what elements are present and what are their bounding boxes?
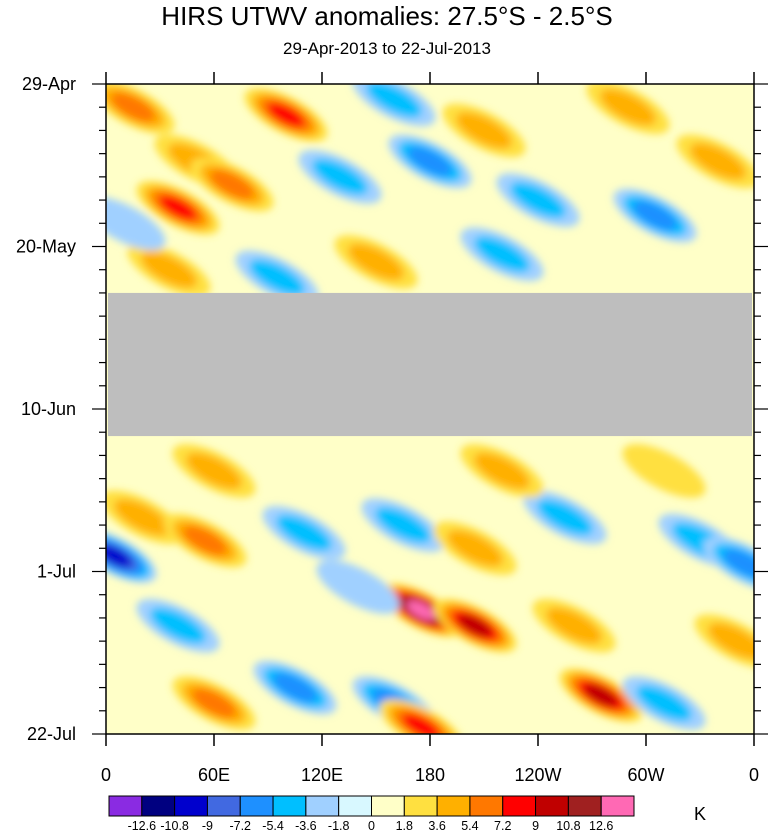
colorbar-label: -12.6 (128, 819, 157, 833)
colorbar-swatch (108, 795, 143, 817)
colorbar-swatch (371, 795, 405, 817)
colorbar-swatch (436, 795, 471, 817)
colorbar-swatch (567, 795, 602, 817)
y-tick-label: 10-Jun (21, 399, 76, 419)
anomaly-feature-27 (723, 549, 754, 579)
colorbar-label: -1.8 (328, 819, 350, 833)
x-tick-label: 0 (749, 765, 759, 785)
anomaly-feature-28 (406, 600, 436, 620)
colorbar-units: K (694, 804, 707, 824)
anomaly-feature-25 (537, 499, 593, 536)
y-tick-label: 22-Jul (27, 724, 76, 744)
colorbar-label: -9 (202, 819, 213, 833)
colorbar-swatch (272, 795, 307, 817)
anomaly-feature-19 (114, 499, 170, 536)
colorbar-swatch (239, 795, 274, 817)
x-tick-label: 0 (101, 765, 111, 785)
colorbar-label: -10.8 (160, 819, 189, 833)
anomaly-feature-37 (150, 607, 206, 644)
x-tick-label: 60W (627, 765, 664, 785)
x-axis: 0 60E 120E 180 120W 60W 0 (101, 72, 759, 785)
colorbar-swatch (338, 795, 372, 817)
colorbar-label: 10.8 (556, 819, 580, 833)
colorbar-swatch (403, 795, 438, 817)
x-tick-label: 120W (514, 765, 561, 785)
anomaly-feature-11 (408, 146, 452, 176)
anomaly-field (106, 84, 754, 734)
x-tick-label: 180 (415, 765, 445, 785)
x-tick-label: 120E (301, 765, 343, 785)
chart-subtitle: 29-Apr-2013 to 22-Jul-2013 (283, 39, 491, 58)
anomaly-feature-22 (276, 514, 332, 551)
anomaly-feature-33 (273, 673, 317, 702)
colorbar-label: 0 (368, 819, 375, 833)
colorbar-swatch (502, 795, 537, 817)
anomaly-feature-3 (210, 170, 254, 200)
colorbar-label: -7.2 (229, 819, 251, 833)
anomaly-feature-13 (633, 201, 677, 230)
x-tick-label: 60E (198, 765, 230, 785)
colorbar-label: 9 (532, 819, 539, 833)
anomaly-feature-5 (141, 251, 197, 288)
anomaly-feature-16 (249, 259, 305, 296)
colorbar-label: 5.4 (461, 819, 478, 833)
anomaly-feature-20 (183, 526, 227, 555)
anomaly-feature-29 (458, 614, 492, 637)
missing-data-rect (108, 292, 752, 437)
anomaly-feature-14 (474, 236, 530, 273)
anomaly-feature-2 (159, 195, 197, 221)
colorbar-swatch (305, 795, 340, 817)
y-tick-label: 1-Jul (37, 562, 76, 582)
colorbar-swatch (535, 795, 569, 817)
anomaly-feature-0 (111, 92, 155, 122)
anomaly-feature-39 (622, 444, 706, 498)
y-axis: 29-Apr 20-May 10-Jun 1-Jul 22-Jul (16, 74, 768, 744)
anomaly-feature-18 (186, 452, 242, 490)
anomaly-feature-17 (106, 196, 166, 251)
anomaly-feature-24 (447, 530, 503, 567)
anomaly-feature-36 (636, 684, 692, 722)
colorbar-swatch (141, 795, 176, 817)
chart-title: HIRS UTWV anomalies: 27.5°S - 2.5°S (161, 1, 613, 31)
anomaly-feature-23 (375, 506, 431, 544)
colorbar-label: 3.6 (428, 819, 445, 833)
anomaly-feature-31 (584, 684, 618, 707)
anomaly-feature-8 (600, 89, 656, 126)
colorbar-label: 1.8 (396, 819, 413, 833)
colorbar-swatch (600, 795, 635, 817)
anomaly-feature-9 (690, 143, 746, 180)
anomaly-feature-4 (267, 102, 305, 128)
anomaly-feature-41 (708, 623, 754, 660)
colorbar-label: -3.6 (295, 819, 317, 833)
anomaly-feature-7 (456, 112, 512, 149)
anomaly-feature-38 (474, 452, 530, 490)
anomaly-feature-30 (546, 607, 602, 644)
anomaly-feature-10 (312, 158, 368, 195)
anomaly-feature-6 (366, 84, 422, 118)
anomaly-feature-40 (316, 560, 400, 614)
colorbar-swatch (206, 795, 241, 817)
y-tick-label: 20-May (16, 237, 76, 257)
missing-data-band (108, 292, 752, 437)
colorbar-swatch (174, 795, 208, 817)
colorbar: -12.6 -10.8 -9 -7.2 -5.4 -3.6 -1.8 0 1.8 3.6 5.4 7.… (108, 795, 635, 833)
colorbar-label: 12.6 (589, 819, 613, 833)
anomaly-feature-35 (402, 713, 440, 734)
anomaly-feature-15 (348, 243, 404, 281)
anomaly-feature-12 (510, 181, 566, 219)
colorbar-swatch (469, 795, 504, 817)
y-tick-label: 29-Apr (22, 74, 76, 94)
anomaly-feature-32 (192, 688, 236, 718)
colorbar-label: -5.4 (262, 819, 284, 833)
colorbar-label: 7.2 (494, 819, 511, 833)
